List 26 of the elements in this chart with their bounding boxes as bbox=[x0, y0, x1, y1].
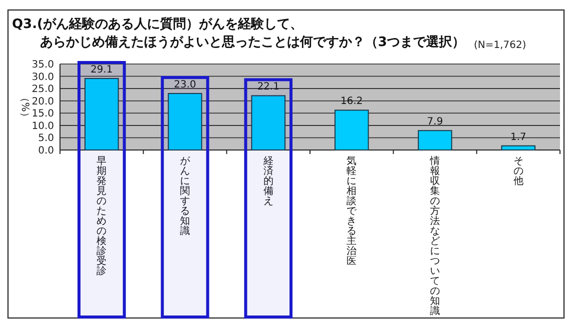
bar bbox=[418, 130, 452, 150]
y-tick-label: 0.0 bbox=[38, 146, 54, 156]
y-tick-label: 10.0 bbox=[32, 120, 54, 132]
y-tick-label: 30.0 bbox=[32, 72, 54, 83]
text: (N=1,762) bbox=[474, 40, 526, 51]
category-label: 早期発見のための検診受診 bbox=[96, 156, 107, 277]
y-tick-label: 25.0 bbox=[32, 84, 54, 96]
bar bbox=[501, 145, 536, 150]
bar bbox=[334, 110, 369, 150]
data-label: 23.0 bbox=[174, 79, 196, 90]
y-tick-label: 35.0 bbox=[32, 60, 54, 70]
data-label: 7.9 bbox=[427, 116, 443, 128]
category-label: 情報収集の方法などについての知識 bbox=[430, 156, 440, 317]
data-label: 29.1 bbox=[90, 64, 113, 76]
x-tick-label: その他 bbox=[513, 156, 524, 187]
x-tick-label: 経済的備え bbox=[262, 156, 274, 207]
y-tick-label: 15.0 bbox=[32, 108, 54, 120]
y-tick-label: 20.0 bbox=[32, 96, 54, 108]
y-axis-title: （%） bbox=[19, 92, 30, 122]
bar bbox=[168, 92, 202, 150]
y-tick-label: 5.0 bbox=[38, 133, 54, 144]
bar bbox=[84, 78, 119, 150]
x-tick-label: がんに関する知識 bbox=[180, 156, 191, 237]
category-label: 気軽に相談できる主治医 bbox=[346, 156, 357, 267]
chart-title: Q3.(がん経験のある人に質問）がんを経験して、あらかじめ備えたほうがよいと思ったことは何ですか？（3つまで選択） bbox=[12, 16, 466, 50]
bar bbox=[251, 95, 286, 150]
